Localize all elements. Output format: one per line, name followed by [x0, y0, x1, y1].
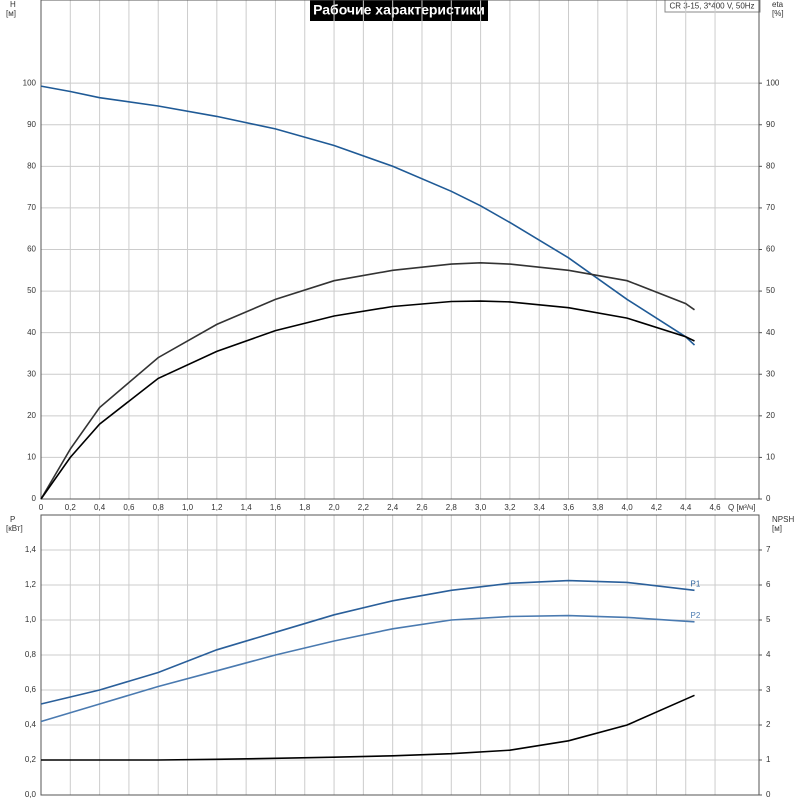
x-tick-label: 1,2 [211, 503, 223, 512]
y2-tick-label: 20 [766, 411, 775, 420]
y2-tick-label: 2 [766, 720, 771, 729]
y-tick-label: 50 [27, 286, 36, 295]
x-tick-label: 0,2 [65, 503, 77, 512]
y-tick-label: 0,0 [25, 790, 37, 799]
y2-tick-label: 100 [766, 78, 780, 87]
y-axis-unit: [кВт] [6, 524, 23, 533]
x-tick-label: 2,2 [358, 503, 370, 512]
y-axis-unit: [м] [6, 9, 16, 18]
y-tick-label: 1,0 [25, 615, 37, 624]
y2-axis-title: eta [772, 0, 784, 9]
x-tick-label: 3,8 [592, 503, 604, 512]
x-tick-label: 2,8 [446, 503, 458, 512]
y-tick-label: 1,2 [25, 580, 37, 589]
curve [40, 300, 695, 500]
y2-tick-label: 70 [766, 203, 775, 212]
y2-tick-label: 0 [766, 494, 771, 503]
x-tick-label: 3,2 [504, 503, 516, 512]
x-tick-label: 3,6 [563, 503, 575, 512]
x-tick-label: 1,0 [182, 503, 194, 512]
y2-tick-label: 40 [766, 328, 775, 337]
y-tick-label: 100 [23, 78, 37, 87]
x-tick-label: 2,4 [387, 503, 399, 512]
x-tick-label: 2,0 [328, 503, 340, 512]
y-tick-label: 10 [27, 453, 36, 462]
y2-tick-label: 30 [766, 369, 775, 378]
y-tick-label: 90 [27, 120, 36, 129]
y-tick-label: 70 [27, 203, 36, 212]
plot-frame [40, 0, 760, 500]
y-tick-label: 0,6 [25, 685, 37, 694]
x-tick-label: 1,8 [299, 503, 311, 512]
x-axis-title: Q [м³/ч] [728, 503, 755, 512]
y-tick-label: 0,2 [25, 755, 37, 764]
y2-tick-label: 7 [766, 545, 771, 554]
plot-frame [40, 514, 760, 796]
y2-tick-label: 50 [766, 286, 775, 295]
x-tick-label: 1,6 [270, 503, 282, 512]
series-label: P1 [691, 579, 701, 588]
y-tick-label: 60 [27, 245, 36, 254]
y2-tick-label: 1 [766, 755, 771, 764]
y2-tick-label: 0 [766, 790, 771, 799]
y2-tick-label: 6 [766, 580, 771, 589]
x-tick-label: 0,6 [123, 503, 135, 512]
y-axis-title: P [10, 515, 15, 524]
info-box [664, 0, 761, 13]
y-tick-label: 30 [27, 369, 36, 378]
y-tick-label: 0,8 [25, 650, 37, 659]
y-tick-label: 40 [27, 328, 36, 337]
series-label: P2 [691, 611, 701, 620]
y2-axis-title: NPSH [772, 515, 794, 524]
y2-axis-unit: [м] [772, 524, 782, 533]
x-tick-label: 4,4 [680, 503, 692, 512]
x-tick-label: 4,2 [651, 503, 663, 512]
y-axis-title: H [10, 0, 16, 9]
y2-axis-unit: [%] [772, 9, 784, 18]
y2-tick-label: 4 [766, 650, 771, 659]
y-tick-label: 0,4 [25, 720, 37, 729]
curve [40, 579, 695, 705]
y-tick-label: 1,4 [25, 545, 37, 554]
curve [40, 614, 695, 723]
y2-tick-label: 3 [766, 685, 771, 694]
chart-title: Рабочие характеристики [313, 2, 485, 18]
y2-tick-label: 80 [766, 161, 775, 170]
y2-tick-label: 60 [766, 245, 775, 254]
info: CR 3-15, 3*400 V, 50Hz [669, 2, 754, 11]
x-tick-label: 0,8 [153, 503, 165, 512]
curve [40, 85, 696, 346]
x-tick-label: 1,4 [241, 503, 253, 512]
x-tick-label: 0,4 [94, 503, 106, 512]
x-tick-label: 2,6 [416, 503, 428, 512]
y-tick-label: 20 [27, 411, 36, 420]
y2-tick-label: 10 [766, 453, 775, 462]
x-tick-label: 3,0 [475, 503, 487, 512]
y-tick-label: 80 [27, 161, 36, 170]
x-tick-label: 0 [39, 503, 44, 512]
title-box [310, 0, 488, 21]
y2-tick-label: 90 [766, 120, 775, 129]
curve [41, 694, 695, 761]
x-tick-label: 3,4 [534, 503, 546, 512]
curve [40, 261, 695, 500]
x-tick-label: 4,6 [709, 503, 721, 512]
y2-tick-label: 5 [766, 615, 771, 624]
y-tick-label: 0 [32, 494, 37, 503]
x-tick-label: 4,0 [622, 503, 634, 512]
